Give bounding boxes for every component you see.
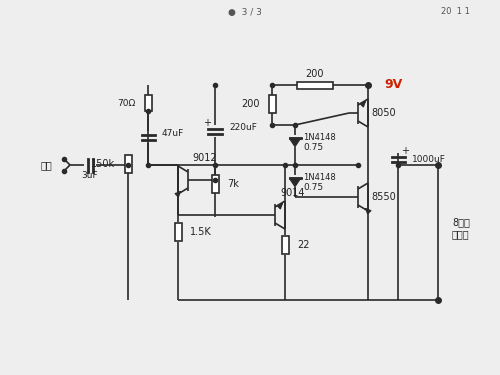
Text: +: + [401, 146, 409, 156]
Text: 8550: 8550 [371, 192, 396, 202]
Text: 1N4148: 1N4148 [303, 134, 336, 142]
Text: 70Ω: 70Ω [117, 99, 135, 108]
Text: 9014: 9014 [280, 188, 304, 198]
Text: 0.75: 0.75 [303, 144, 323, 153]
Bar [144, 95, 152, 111]
Bar [268, 95, 276, 113]
Text: 0.75: 0.75 [303, 183, 323, 192]
Bar [282, 236, 288, 254]
Bar [297, 81, 333, 88]
Text: 8050: 8050 [371, 108, 396, 118]
Text: 输入: 输入 [40, 160, 52, 170]
Text: 150k: 150k [91, 159, 115, 169]
Text: 1N4148: 1N4148 [303, 174, 336, 183]
Text: 3uF: 3uF [82, 171, 98, 180]
Text: 20  1 1: 20 1 1 [440, 8, 470, 16]
Text: 8欧姆
扬声器: 8欧姆 扬声器 [452, 217, 470, 239]
Text: 200: 200 [306, 69, 324, 79]
Polygon shape [290, 138, 300, 147]
Text: 7k: 7k [227, 179, 239, 189]
Text: 1.5K: 1.5K [190, 227, 212, 237]
Text: +: + [203, 118, 211, 128]
Text: ●  3 / 3: ● 3 / 3 [228, 8, 262, 16]
Bar [212, 175, 218, 193]
Bar [124, 155, 132, 173]
Text: 200: 200 [242, 99, 260, 109]
Bar [174, 223, 182, 241]
Text: 9012: 9012 [192, 153, 216, 163]
Text: 220uF: 220uF [229, 123, 257, 132]
Text: 22: 22 [297, 240, 310, 250]
Text: 47uF: 47uF [162, 129, 184, 138]
Text: 9V: 9V [384, 78, 402, 92]
Text: 1000uF: 1000uF [412, 154, 446, 164]
Polygon shape [290, 178, 300, 186]
